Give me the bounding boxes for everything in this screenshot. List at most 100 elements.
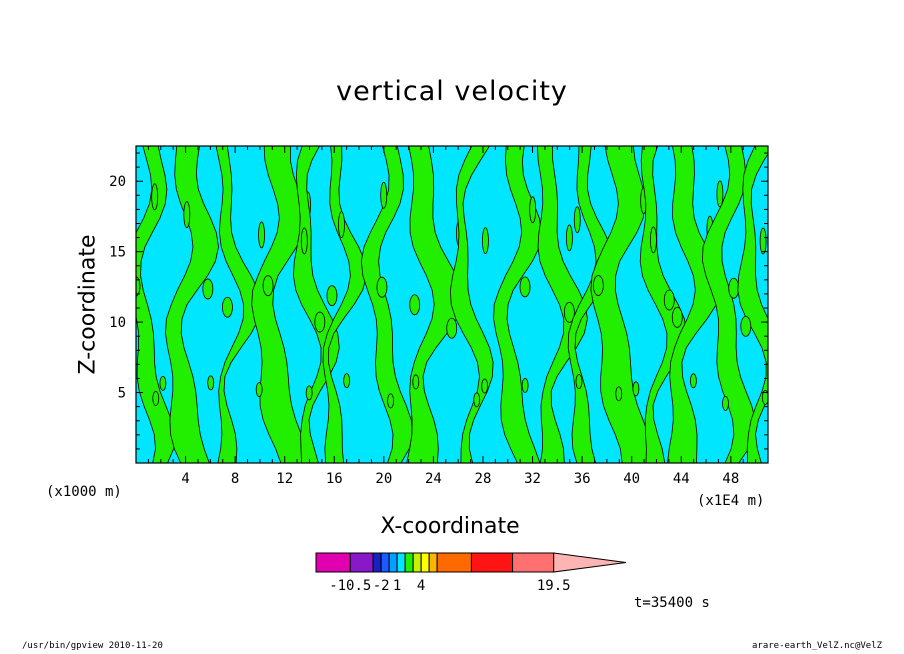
plot-area bbox=[136, 146, 768, 463]
colorbar-swatch bbox=[349, 552, 374, 573]
colorbar-swatch bbox=[470, 552, 514, 573]
positive-cell bbox=[529, 196, 537, 224]
positive-cell bbox=[521, 378, 529, 393]
x-tick-label: 20 bbox=[375, 471, 392, 487]
chart-title: vertical velocity bbox=[336, 76, 568, 107]
x-tick-label: 44 bbox=[673, 471, 690, 487]
positive-cell bbox=[207, 375, 215, 391]
positive-cell bbox=[722, 396, 729, 411]
positive-cell bbox=[473, 392, 481, 408]
positive-cell bbox=[689, 373, 697, 389]
positive-band bbox=[215, 146, 262, 463]
colorbar-swatch bbox=[404, 552, 414, 573]
colorbar-swatch bbox=[420, 552, 430, 573]
colorbar-arrow bbox=[553, 552, 627, 573]
positive-cell bbox=[716, 180, 724, 208]
positive-cell bbox=[761, 390, 768, 405]
positive-band bbox=[702, 146, 756, 463]
positive-cell bbox=[202, 278, 214, 300]
x-tick-label: 28 bbox=[475, 471, 492, 487]
positive-cell bbox=[650, 226, 657, 254]
colorbar-swatch bbox=[380, 552, 390, 573]
positive-cell bbox=[343, 373, 351, 389]
positive-cell bbox=[446, 317, 458, 339]
positive-cell bbox=[222, 296, 233, 318]
positive-cell bbox=[412, 374, 420, 390]
positive-cell bbox=[338, 211, 345, 239]
positive-cell bbox=[326, 285, 338, 307]
x-tick-label: 4 bbox=[181, 471, 189, 487]
positive-cell bbox=[519, 276, 531, 298]
positive-cell bbox=[615, 386, 623, 402]
x-tick-label: 32 bbox=[524, 471, 541, 487]
positive-cell bbox=[482, 227, 489, 255]
positive-band bbox=[493, 146, 543, 463]
positive-cell bbox=[159, 375, 167, 391]
positive-band bbox=[737, 146, 768, 463]
x-tick-label: 40 bbox=[623, 471, 640, 487]
positive-band bbox=[136, 146, 176, 463]
positive-cell bbox=[314, 311, 326, 333]
positive-cell bbox=[592, 275, 604, 296]
colorbar-tick-label: 19.5 bbox=[537, 578, 571, 594]
positive-cell bbox=[728, 277, 740, 299]
positive-band bbox=[292, 146, 340, 463]
positive-cell bbox=[575, 374, 583, 389]
colorbar-swatch bbox=[396, 552, 406, 573]
positive-cell bbox=[740, 315, 752, 337]
positive-cell bbox=[380, 181, 388, 209]
x-tick-label: 36 bbox=[574, 471, 591, 487]
colorbar-swatch bbox=[412, 552, 422, 573]
x-tick-label: 16 bbox=[326, 471, 343, 487]
colorbar-tick-label: -2 bbox=[373, 578, 390, 594]
positive-cell bbox=[663, 289, 675, 311]
positive-band bbox=[251, 146, 310, 463]
colorbar-swatch bbox=[436, 552, 472, 573]
positive-band bbox=[406, 146, 463, 463]
positive-cell bbox=[409, 294, 421, 316]
footer-right: arare-earth_VelZ.nc@VelZ bbox=[752, 641, 883, 651]
colorbar-swatch bbox=[372, 552, 382, 573]
positive-cell bbox=[183, 201, 191, 229]
y-tick-label: 20 bbox=[109, 174, 126, 190]
positive-cell bbox=[759, 227, 767, 255]
positive-cell bbox=[632, 381, 640, 397]
positive-cell bbox=[481, 378, 489, 394]
positive-regions bbox=[136, 146, 768, 463]
positive-cell bbox=[151, 183, 159, 211]
positive-band bbox=[165, 146, 219, 463]
positive-cell bbox=[305, 385, 313, 401]
positive-cell bbox=[671, 306, 683, 328]
positive-cell bbox=[152, 391, 160, 406]
positive-band bbox=[537, 146, 588, 463]
time-label: t=35400 s bbox=[634, 595, 710, 611]
positive-cell bbox=[262, 275, 274, 297]
positive-cell bbox=[300, 227, 308, 255]
colorbar-tick-label: -10.5 bbox=[329, 578, 371, 594]
x-tick-label: 8 bbox=[231, 471, 239, 487]
plot-frame bbox=[135, 145, 769, 464]
positive-band bbox=[590, 146, 652, 463]
colorbar-swatch bbox=[388, 552, 398, 573]
positive-cell bbox=[563, 301, 575, 323]
y-tick-label: 15 bbox=[109, 245, 126, 261]
positive-band bbox=[322, 146, 367, 463]
colorbar-tick-label: 4 bbox=[417, 578, 425, 594]
colorbar: -10.5 -2 1 4 19.5 bbox=[315, 552, 627, 594]
y-tick-label: 10 bbox=[109, 315, 126, 331]
colorbar-swatch bbox=[315, 552, 351, 573]
positive-cell bbox=[255, 382, 263, 398]
footer-left: /usr/bin/gpview 2010-11-20 bbox=[22, 641, 163, 651]
y-axis-label: Z-coordinate bbox=[75, 234, 101, 375]
positive-cell bbox=[258, 221, 265, 249]
positive-cell bbox=[573, 206, 581, 234]
positive-band bbox=[667, 146, 722, 463]
colorbar-swatch bbox=[512, 552, 555, 573]
x-tick-label: 24 bbox=[425, 471, 442, 487]
positive-cell bbox=[376, 276, 388, 298]
colorbar-swatch bbox=[428, 552, 438, 573]
x-unit-label-left: (x1000 m) bbox=[46, 484, 122, 500]
